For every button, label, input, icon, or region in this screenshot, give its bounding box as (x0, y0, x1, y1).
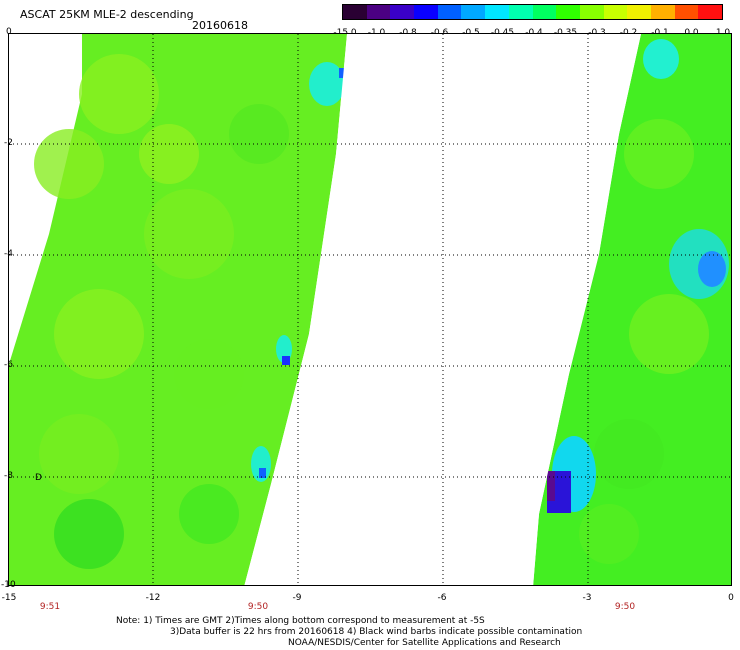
point-marker: D (35, 473, 42, 483)
pass-time: 9:50 (247, 602, 269, 612)
wind-patch (139, 124, 199, 184)
colorbar-swatch (627, 5, 651, 19)
anomaly-purple (547, 471, 555, 501)
pass-time: 9:50 (614, 602, 636, 612)
x-tick-label: -12 (145, 593, 161, 603)
anomaly-blue (698, 251, 726, 287)
map-title: ASCAT 25KM MLE-2 descending (20, 8, 194, 21)
anomaly-cyan (643, 39, 679, 79)
anomaly-blue (339, 68, 347, 78)
wind-patch (229, 104, 289, 164)
colorbar-swatch (461, 5, 486, 19)
colorbar-swatch (485, 5, 509, 19)
y-tick-label: -8 (4, 471, 13, 481)
map-date: 20160618 (192, 19, 248, 32)
note-line-2: 3)Data buffer is 22 hrs from 20160618 4)… (170, 627, 583, 637)
colorbar-swatch (579, 5, 604, 19)
colorbar-swatch (414, 5, 438, 19)
wind-patch (579, 504, 639, 564)
pass-time: 9:51 (39, 602, 61, 612)
y-tick-label: 0 (6, 27, 12, 37)
colorbar-swatch (343, 5, 367, 19)
colorbar-swatch (508, 5, 533, 19)
wind-patch (34, 129, 104, 199)
wind-patch (54, 499, 124, 569)
wind-patch (144, 189, 234, 279)
wind-patch (39, 414, 119, 494)
wind-patch (624, 119, 694, 189)
colorbar-swatch (390, 5, 415, 19)
colorbar-swatch (366, 5, 391, 19)
y-tick-label: -4 (4, 249, 13, 259)
x-tick-label: -9 (292, 593, 302, 603)
note-line-3: NOAA/NESDIS/Center for Satellite Applica… (288, 638, 561, 648)
x-tick-label: -3 (582, 593, 592, 603)
y-tick-label: -2 (4, 138, 13, 148)
colorbar-swatch (674, 5, 699, 19)
y-tick-label: -6 (4, 360, 13, 370)
colorbar-swatch (556, 5, 580, 19)
wind-patch (179, 484, 239, 544)
anomaly-blue (282, 356, 290, 365)
wind-patch (629, 294, 709, 374)
colorbar-swatch (437, 5, 462, 19)
note-line-1: Note: 1) Times are GMT 2)Times along bot… (116, 616, 485, 626)
wind-patch (79, 54, 159, 134)
colorbar-swatch (532, 5, 557, 19)
anomaly-blue (259, 468, 266, 478)
x-tick-label: -6 (437, 593, 447, 603)
colorbar-swatch (650, 5, 675, 19)
wind-patch (174, 339, 244, 409)
x-tick-label: 0 (728, 593, 734, 603)
colorbar-swatch (603, 5, 628, 19)
anomaly-cyan (309, 62, 345, 106)
colorbar (342, 4, 723, 20)
y-tick-label: -10 (1, 580, 16, 590)
swath-map-canvas: D (9, 34, 731, 585)
colorbar-swatch (698, 5, 722, 19)
data-gap (244, 34, 641, 585)
wind-patch (54, 289, 144, 379)
wind-patch (594, 419, 664, 489)
x-tick-label: -15 (1, 593, 17, 603)
swath-map[interactable]: D (8, 33, 732, 586)
